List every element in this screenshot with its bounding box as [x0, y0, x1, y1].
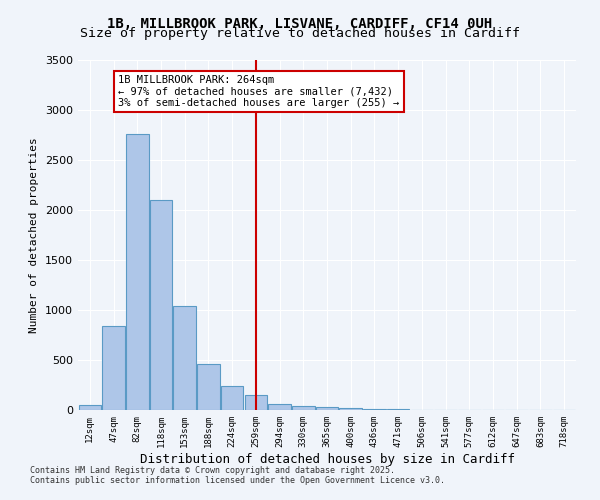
Bar [197, 364, 220, 410]
Bar [173, 306, 196, 410]
Bar [245, 394, 267, 410]
X-axis label: Distribution of detached houses by size in Cardiff: Distribution of detached houses by size … [139, 452, 515, 466]
Bar [221, 386, 244, 410]
Bar [316, 407, 338, 410]
Text: Size of property relative to detached houses in Cardiff: Size of property relative to detached ho… [80, 28, 520, 40]
Bar [103, 326, 125, 410]
Bar [79, 404, 101, 410]
Bar [268, 404, 291, 410]
Bar [340, 408, 362, 410]
Y-axis label: Number of detached properties: Number of detached properties [29, 137, 40, 333]
Text: Contains HM Land Registry data © Crown copyright and database right 2025.
Contai: Contains HM Land Registry data © Crown c… [30, 466, 445, 485]
Bar [150, 200, 172, 410]
Bar [126, 134, 149, 410]
Bar [363, 409, 386, 410]
Text: 1B, MILLBROOK PARK, LISVANE, CARDIFF, CF14 0UH: 1B, MILLBROOK PARK, LISVANE, CARDIFF, CF… [107, 18, 493, 32]
Bar [292, 406, 314, 410]
Text: 1B MILLBROOK PARK: 264sqm
← 97% of detached houses are smaller (7,432)
3% of sem: 1B MILLBROOK PARK: 264sqm ← 97% of detac… [118, 75, 400, 108]
